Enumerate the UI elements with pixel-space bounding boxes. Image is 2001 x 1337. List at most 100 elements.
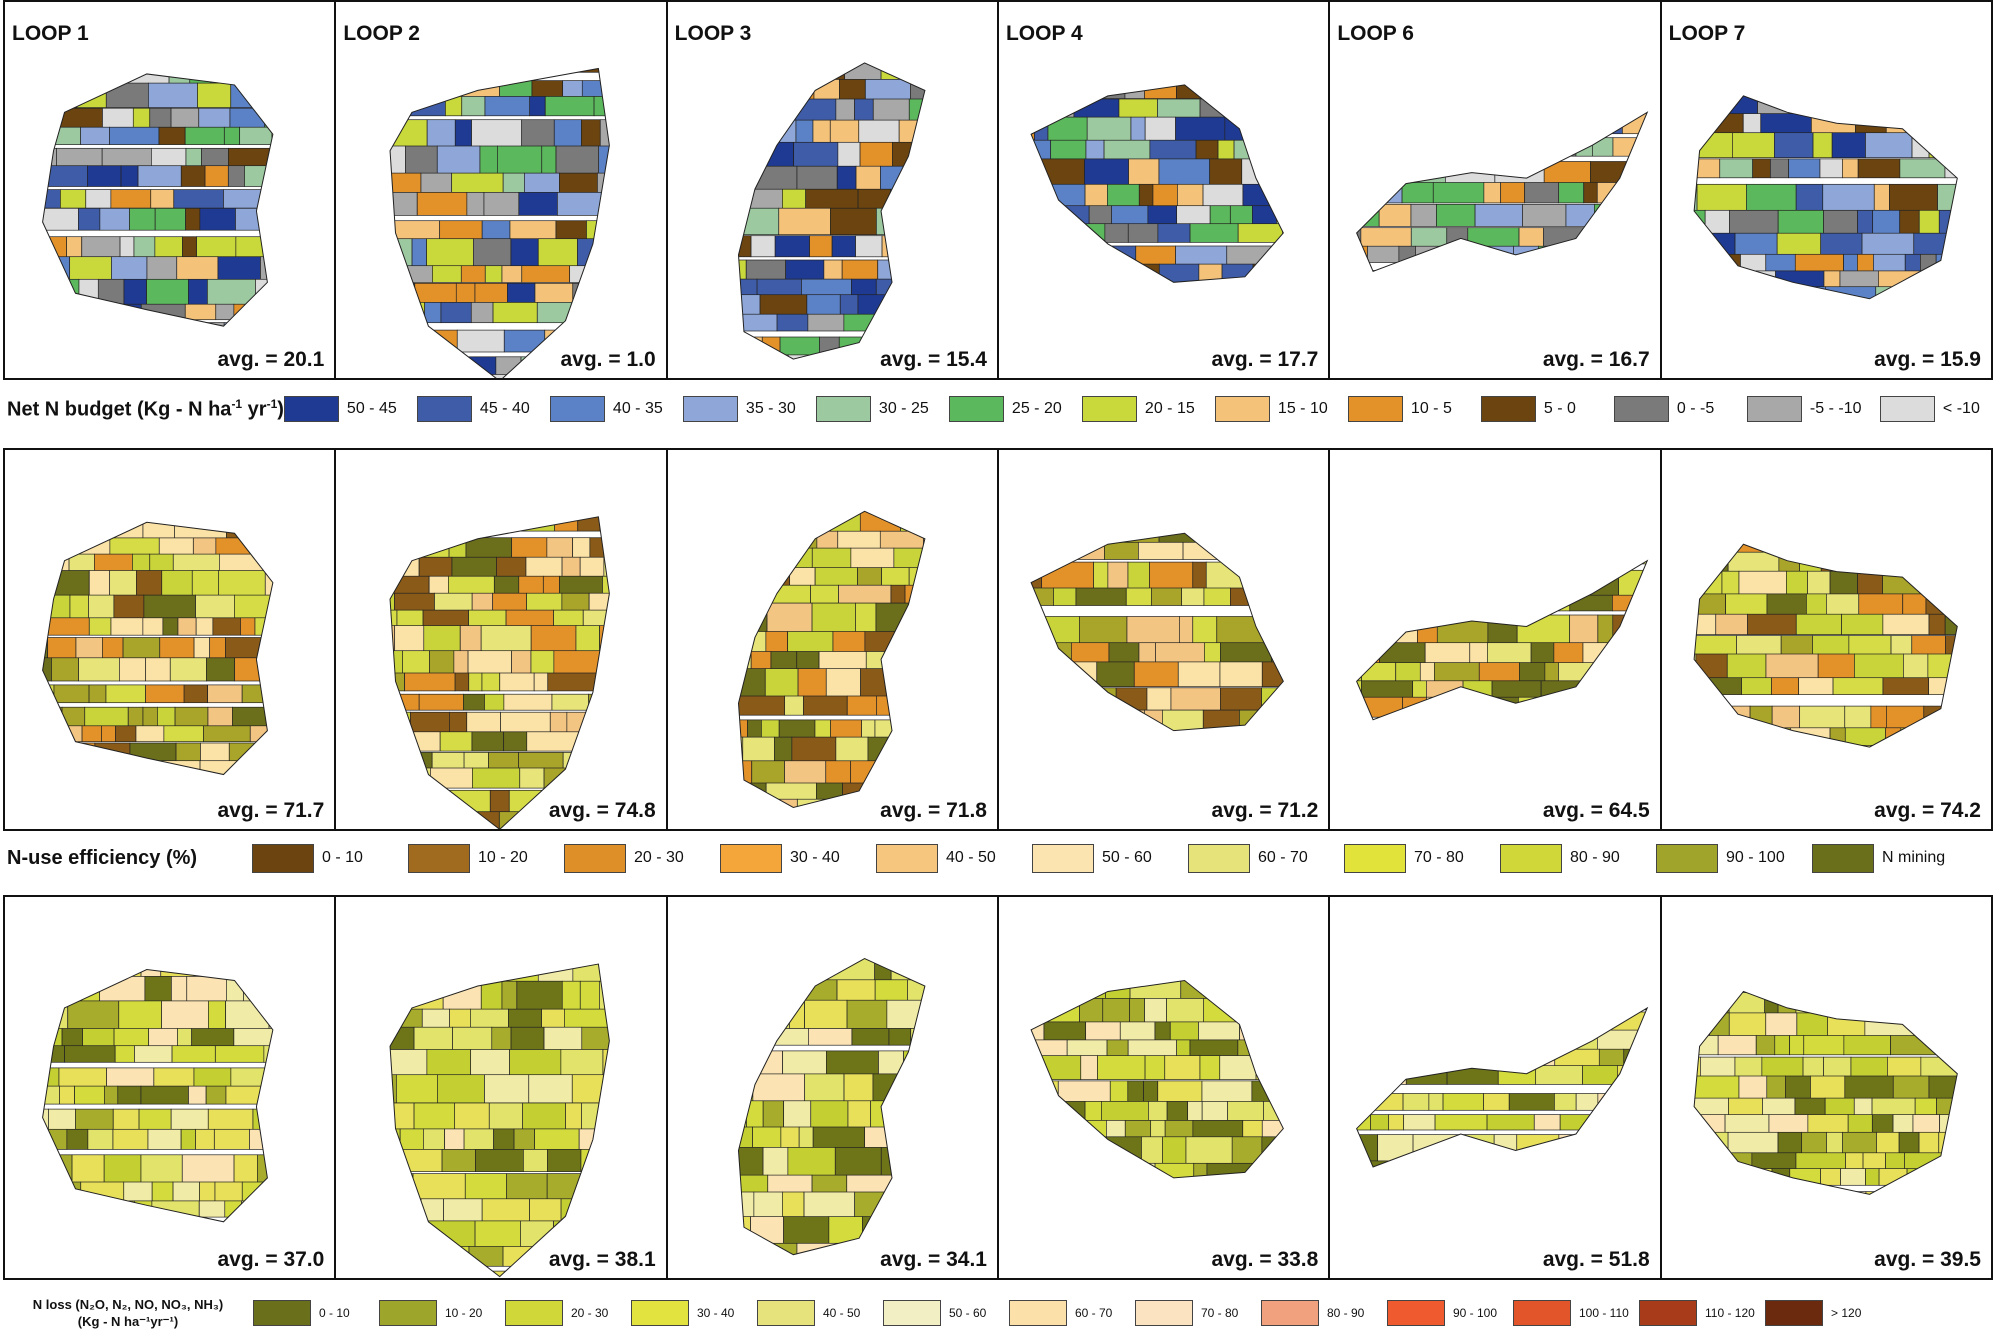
field-parcel [283,658,298,681]
field-parcel [1607,315,1627,336]
field-parcel [1636,162,1660,184]
field-parcel [1310,288,1328,317]
field-parcel [1330,183,1368,203]
field-parcel [847,374,899,378]
field-parcel [1637,970,1658,993]
field-parcel [302,501,334,532]
field-parcel [990,696,997,715]
field-parcel [620,266,655,283]
legend-item: 20 - 30 [564,844,712,873]
field-parcel [178,618,196,635]
field-parcel [996,1192,997,1219]
field-parcel [829,817,852,830]
field-parcel [941,374,979,378]
farm-map [1662,450,1991,829]
field-parcel [1389,1271,1420,1278]
field-parcel [1592,526,1636,547]
field-parcel [543,37,577,53]
field-parcel [1323,617,1328,646]
field-parcel [1614,722,1651,740]
field-parcel [1499,526,1518,547]
field-parcel [251,761,273,781]
field-parcel [1558,315,1607,336]
field-parcel [1192,288,1232,317]
field-parcel [918,166,965,192]
field-parcel [583,375,631,379]
field-parcel [1966,825,1988,829]
field-parcel [395,81,430,100]
field-parcel [1644,138,1659,157]
field-parcel [240,618,255,635]
legend-item: 80 - 90 [1500,844,1648,873]
field-parcel [1220,688,1261,710]
field-parcel [1580,111,1623,134]
field-parcel [985,314,997,331]
field-parcel [1662,159,1681,178]
field-parcel [174,190,224,209]
field-parcel [1162,60,1179,89]
field-parcel [741,603,767,633]
field-parcel [317,208,334,230]
field-parcel [1017,309,1032,341]
field-parcel [336,576,348,606]
field-parcel [397,1075,438,1103]
field-parcel [108,323,155,343]
field-parcel [345,81,395,100]
field-parcel [1691,773,1713,790]
field-parcel [999,99,1026,130]
field-parcel [1714,745,1734,774]
field-parcel [977,958,991,982]
field-parcel [581,981,600,1013]
field-parcel [336,1271,341,1278]
field-parcel [1674,1013,1710,1043]
avg-value: avg. = 74.2 [1872,799,1983,823]
field-parcel [1145,1056,1165,1080]
field-parcel [364,221,392,250]
field-parcel [504,694,552,710]
field-parcel [1895,37,1945,53]
field-parcel [1749,287,1788,317]
field-parcel [1474,697,1519,717]
field-parcel [1875,950,1922,974]
field-parcel [1861,510,1890,528]
field-parcel [926,603,963,633]
field-parcels [5,932,334,1278]
field-parcel [1662,210,1677,241]
field-parcel [1833,678,1883,695]
field-parcel [89,304,119,320]
field-parcel [148,83,197,108]
field-parcel [819,337,839,368]
field-parcel [919,1147,940,1179]
field-parcel [484,192,519,215]
field-parcel [116,726,136,742]
field-parcel [1251,502,1296,518]
field-parcel [883,932,923,948]
field-parcel [190,1222,229,1246]
field-parcel [1434,183,1485,203]
field-parcel [196,784,213,812]
field-parcel [242,1182,289,1208]
field-parcel [1947,94,1967,116]
field-parcel [1930,510,1943,528]
field-parcel [5,304,39,320]
field-parcel [1386,795,1424,818]
field-parcel [1330,228,1361,256]
field-parcel [623,1174,645,1202]
field-parcel [693,720,714,745]
field-parcel [354,673,405,691]
field-parcel [336,610,343,628]
field-parcel [668,295,679,323]
field-parcel [1515,111,1552,134]
field-parcel [1544,722,1563,740]
field-parcel [668,189,704,221]
field-parcel [999,932,1014,948]
field-parcel [1683,345,1728,377]
field-parcel [761,1029,808,1046]
field-parcel [286,554,328,577]
field-parcel [1103,485,1150,501]
field-parcel [430,651,454,676]
field-parcel [798,669,826,700]
field-parcel [1990,37,1991,53]
field-parcel [1311,206,1328,228]
field-parcel [1628,542,1649,564]
